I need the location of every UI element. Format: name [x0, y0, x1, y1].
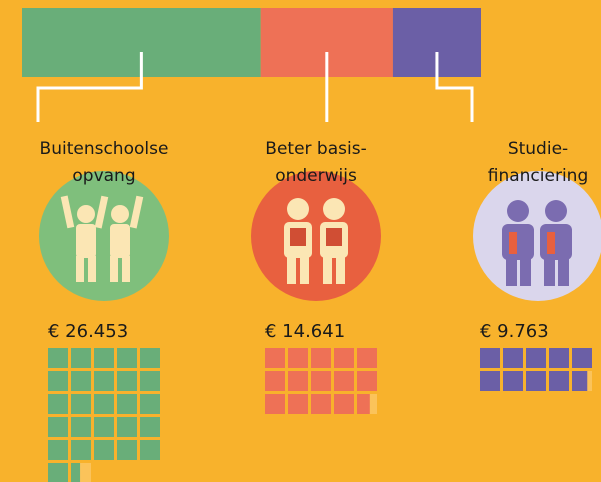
waffle-square	[334, 348, 354, 368]
waffle-square	[140, 348, 160, 368]
waffle-square	[117, 440, 137, 460]
waffle-square	[265, 348, 285, 368]
waffle-square	[357, 348, 377, 368]
waffle-square	[48, 417, 68, 437]
waffle-square	[265, 394, 285, 414]
waffle-square	[526, 371, 546, 391]
waffle-square	[117, 394, 137, 414]
connector	[36, 52, 143, 122]
waffle-square	[71, 417, 91, 437]
waffle-square	[549, 371, 569, 391]
waffle-square	[140, 417, 160, 437]
waffle-square	[48, 371, 68, 391]
category-label: Studie- financiering	[487, 139, 589, 186]
waffle-square	[288, 348, 308, 368]
waffle-square	[48, 348, 68, 368]
category-label: Buitenschoolse opvang	[39, 139, 169, 186]
value-label: € 9.763	[480, 321, 549, 342]
waffle-square	[117, 371, 137, 391]
value-label: € 26.453	[48, 321, 128, 342]
connector	[435, 52, 474, 122]
waffle-square	[526, 348, 546, 368]
value-label: € 14.641	[265, 321, 345, 342]
stacked-bar	[22, 8, 481, 77]
connectors	[36, 52, 474, 122]
waffle-square	[503, 371, 523, 391]
waffle-square	[334, 394, 354, 414]
waffles: € 26.453 € 14.641 € 9.763	[48, 321, 592, 482]
waffle-square	[503, 348, 523, 368]
category-label: Beter basis- onderwijs	[265, 139, 367, 186]
waffle-square	[48, 440, 68, 460]
waffle-square	[71, 463, 81, 482]
icon-education	[251, 171, 381, 301]
waffle-square	[549, 348, 569, 368]
waffle-square	[334, 371, 354, 391]
waffle-square	[71, 371, 91, 391]
waffle-square	[140, 394, 160, 414]
waffle-square	[480, 371, 500, 391]
waffle-square	[140, 371, 160, 391]
icon-student-finance	[473, 171, 601, 301]
waffle-square	[480, 348, 500, 368]
waffle-square	[71, 394, 91, 414]
waffle-square	[94, 348, 114, 368]
waffle-square	[71, 440, 91, 460]
waffle-square	[71, 348, 91, 368]
waffle-square	[94, 394, 114, 414]
waffle-square	[572, 371, 588, 391]
waffle-square	[311, 394, 331, 414]
waffle-square	[357, 371, 377, 391]
waffle-square	[94, 417, 114, 437]
waffle-square	[265, 371, 285, 391]
waffle-square	[288, 394, 308, 414]
waffle-square	[572, 348, 592, 368]
waffle-square	[94, 371, 114, 391]
waffle-square	[48, 463, 68, 482]
waffle-square	[48, 394, 68, 414]
waffle-square	[311, 371, 331, 391]
waffle-square	[140, 440, 160, 460]
waffle-square	[117, 348, 137, 368]
waffle-square	[94, 440, 114, 460]
waffle-square	[311, 348, 331, 368]
waffle-square	[288, 371, 308, 391]
waffle-square	[117, 417, 137, 437]
icon-after-school	[39, 171, 169, 301]
waffle-square	[357, 394, 370, 414]
